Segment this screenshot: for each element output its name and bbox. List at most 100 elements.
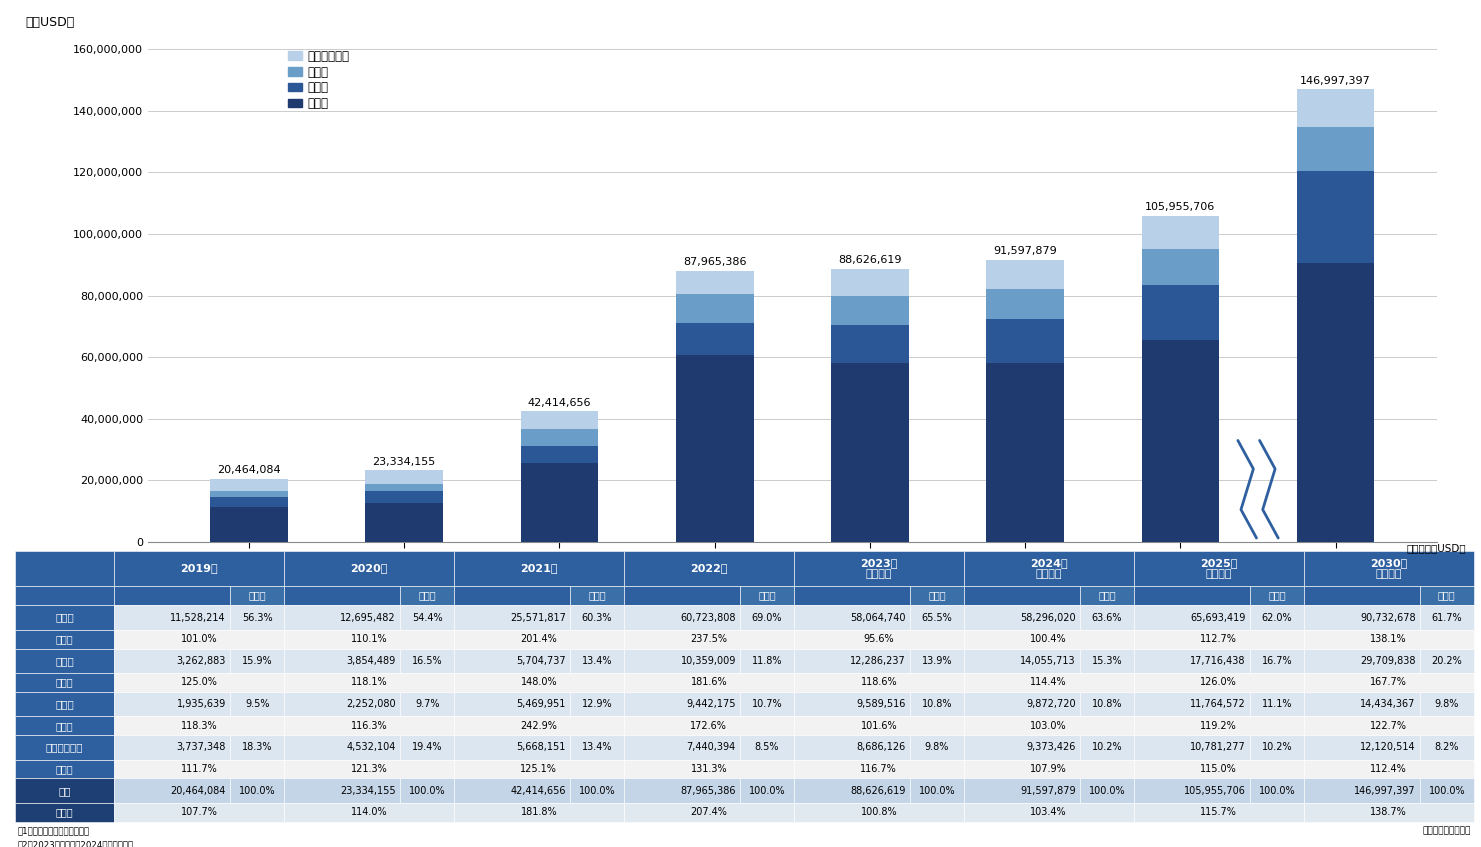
Bar (911, 778, 964, 803)
Bar (521, 446, 598, 463)
Bar (740, 585, 794, 606)
Text: 4,532,104: 4,532,104 (347, 743, 395, 752)
Text: 60,723,808: 60,723,808 (680, 612, 736, 623)
Bar (794, 606, 911, 630)
Bar (1250, 692, 1303, 717)
Bar (521, 412, 598, 429)
Text: 注2．2023年見込値、2024年以降予測値: 注2．2023年見込値、2024年以降予測値 (18, 841, 133, 847)
Text: 138.1%: 138.1% (1370, 634, 1407, 645)
Bar (964, 735, 1080, 760)
Bar (400, 606, 453, 630)
Text: 23,334,155: 23,334,155 (341, 786, 395, 795)
Text: 20,464,084: 20,464,084 (218, 465, 281, 475)
Text: セパレーター: セパレーター (46, 743, 83, 752)
Text: 9,373,426: 9,373,426 (1026, 743, 1075, 752)
Bar (964, 778, 1080, 803)
Text: 62.0%: 62.0% (1262, 612, 1293, 623)
Text: 前年比: 前年比 (56, 764, 73, 774)
Text: 172.6%: 172.6% (690, 721, 727, 731)
Bar (1250, 649, 1303, 673)
Bar (453, 673, 624, 692)
Bar (911, 606, 964, 630)
Text: 115.0%: 115.0% (1200, 764, 1237, 774)
Text: 構成比: 構成比 (758, 590, 776, 601)
Bar (675, 355, 754, 542)
Bar (964, 717, 1133, 735)
Bar (284, 760, 453, 778)
Bar (15, 585, 114, 606)
Bar (675, 294, 754, 324)
Bar (624, 585, 740, 606)
Bar (284, 630, 453, 649)
Bar (453, 760, 624, 778)
Bar (114, 673, 284, 692)
Bar (794, 760, 964, 778)
Text: 8.5%: 8.5% (755, 743, 779, 752)
Text: 3,737,348: 3,737,348 (176, 743, 227, 752)
Bar (831, 363, 909, 542)
Text: 114.0%: 114.0% (351, 807, 387, 817)
Text: 2022年: 2022年 (690, 563, 727, 573)
Text: 100.4%: 100.4% (1031, 634, 1066, 645)
Text: 構成比: 構成比 (588, 590, 606, 601)
Bar (1142, 285, 1219, 340)
Bar (1133, 778, 1250, 803)
Bar (1133, 760, 1303, 778)
Text: 146,997,397: 146,997,397 (1300, 75, 1371, 86)
Bar (1303, 735, 1420, 760)
Bar (624, 735, 740, 760)
Text: 125.1%: 125.1% (520, 764, 557, 774)
Text: 7,440,394: 7,440,394 (687, 743, 736, 752)
Bar (911, 735, 964, 760)
Bar (284, 551, 453, 585)
Bar (1080, 649, 1133, 673)
Bar (1303, 803, 1474, 822)
Bar (231, 735, 284, 760)
Text: 125.0%: 125.0% (181, 678, 218, 688)
Bar (1303, 717, 1474, 735)
Text: 1,935,639: 1,935,639 (176, 699, 227, 709)
Text: 65,693,419: 65,693,419 (1191, 612, 1246, 623)
Bar (740, 778, 794, 803)
Text: 13.9%: 13.9% (921, 656, 952, 666)
Bar (15, 551, 114, 585)
Text: 9.7%: 9.7% (415, 699, 440, 709)
Legend: セパレーター, 電解液, 負極材, 正極材: セパレーター, 電解液, 負極材, 正極材 (283, 45, 354, 115)
Text: 100.0%: 100.0% (1089, 786, 1126, 795)
Text: 9,872,720: 9,872,720 (1026, 699, 1075, 709)
Bar (284, 717, 453, 735)
Text: 15.9%: 15.9% (241, 656, 273, 666)
Text: 42,414,656: 42,414,656 (527, 398, 591, 407)
Text: 2024年
（予測）: 2024年 （予測） (1029, 557, 1068, 579)
Bar (231, 649, 284, 673)
Text: 11,528,214: 11,528,214 (170, 612, 227, 623)
Text: 20.2%: 20.2% (1432, 656, 1462, 666)
Bar (570, 585, 624, 606)
Bar (114, 717, 284, 735)
Text: 167.7%: 167.7% (1370, 678, 1407, 688)
Bar (453, 630, 624, 649)
Text: 電解液: 電解液 (55, 699, 74, 709)
Bar (794, 585, 911, 606)
Bar (15, 630, 114, 649)
Bar (1303, 606, 1420, 630)
Bar (911, 692, 964, 717)
Text: 構成比: 構成比 (1097, 590, 1115, 601)
Text: 10,359,009: 10,359,009 (680, 656, 736, 666)
Bar (1420, 778, 1474, 803)
Bar (964, 630, 1133, 649)
Bar (15, 673, 114, 692)
Bar (15, 735, 114, 760)
Text: 10.8%: 10.8% (921, 699, 952, 709)
Bar (284, 803, 453, 822)
Text: 18.3%: 18.3% (241, 743, 273, 752)
Bar (986, 289, 1063, 319)
Bar (366, 484, 443, 491)
Text: 181.6%: 181.6% (690, 678, 727, 688)
Text: 15.3%: 15.3% (1091, 656, 1123, 666)
Text: 61.7%: 61.7% (1432, 612, 1462, 623)
Bar (114, 692, 231, 717)
Text: 9,589,516: 9,589,516 (856, 699, 906, 709)
Text: 91,597,879: 91,597,879 (1020, 786, 1075, 795)
Bar (284, 673, 453, 692)
